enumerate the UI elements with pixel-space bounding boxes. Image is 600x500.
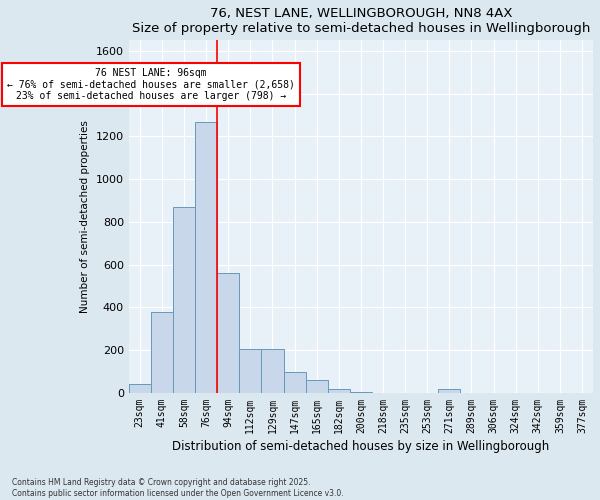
- Text: 76 NEST LANE: 96sqm
← 76% of semi-detached houses are smaller (2,658)
23% of sem: 76 NEST LANE: 96sqm ← 76% of semi-detach…: [7, 68, 295, 102]
- Bar: [328, 388, 350, 393]
- Bar: [305, 380, 328, 393]
- Bar: [217, 274, 239, 393]
- Bar: [173, 207, 195, 393]
- Bar: [239, 349, 262, 393]
- X-axis label: Distribution of semi-detached houses by size in Wellingborough: Distribution of semi-detached houses by …: [172, 440, 550, 453]
- Title: 76, NEST LANE, WELLINGBOROUGH, NN8 4AX
Size of property relative to semi-detache: 76, NEST LANE, WELLINGBOROUGH, NN8 4AX S…: [132, 7, 590, 35]
- Bar: [350, 392, 372, 393]
- Bar: [438, 388, 460, 393]
- Y-axis label: Number of semi-detached properties: Number of semi-detached properties: [80, 120, 90, 313]
- Bar: [262, 349, 284, 393]
- Bar: [129, 384, 151, 393]
- Bar: [151, 312, 173, 393]
- Bar: [284, 372, 305, 393]
- Bar: [195, 122, 217, 393]
- Text: Contains HM Land Registry data © Crown copyright and database right 2025.
Contai: Contains HM Land Registry data © Crown c…: [12, 478, 344, 498]
